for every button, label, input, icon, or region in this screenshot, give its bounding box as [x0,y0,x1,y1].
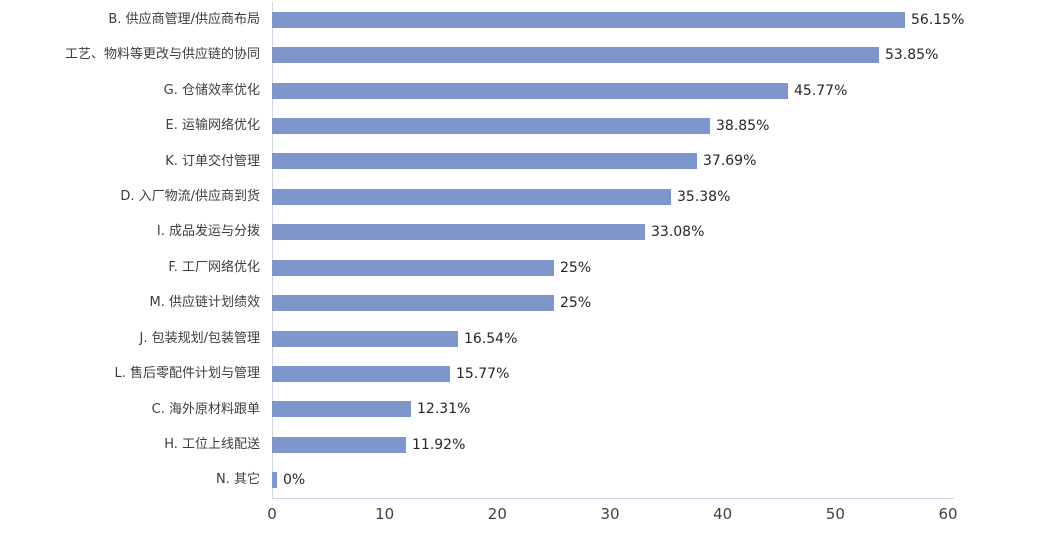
bar [272,47,879,64]
category-label: L. 售后零配件计划与管理 [114,366,260,382]
bar-row: F. 工厂网络优化 25% [0,250,1056,285]
y-axis-line [272,2,273,498]
bar [272,330,458,347]
bar-row: H. 工位上线配送 11.92% [0,427,1056,462]
x-tick-label: 40 [713,505,733,523]
category-label: K. 订单交付管理 [165,153,260,169]
bar-track: 33.08% [272,224,1056,241]
bar-track: 53.85% [272,47,1056,64]
bar [272,82,788,99]
value-label: 35.38% [677,188,731,205]
bar-track: 15.77% [272,365,1056,382]
value-label: 25% [560,295,592,312]
bar [272,224,645,241]
category-label: J. 包装规划/包装管理 [139,330,260,346]
bar-row: J. 包装规划/包装管理 16.54% [0,321,1056,356]
value-label: 56.15% [911,11,965,28]
x-tick-label: 10 [375,505,395,523]
bar-track: 25% [272,295,1056,312]
bar [272,259,554,276]
category-label: 工艺、物料等更改与供应链的协同 [64,47,260,63]
category-label: C. 海外原材料跟单 [151,401,260,417]
bar-rows: B. 供应商管理/供应商布局 56.15% 工艺、物料等更改与供应链的协同 53.85… [0,2,1056,498]
value-label: 0% [283,472,306,489]
category-label: M. 供应链计划绩效 [149,295,260,311]
bar-row: 工艺、物料等更改与供应链的协同 53.85% [0,37,1056,72]
category-label: D. 入厂物流/供应商到货 [120,189,260,205]
value-label: 38.85% [716,117,770,134]
bar-row: B. 供应商管理/供应商布局 56.15% [0,2,1056,37]
bar-track: 0% [272,472,1056,489]
bar-row: L. 售后零配件计划与管理 15.77% [0,356,1056,391]
value-label: 53.85% [885,47,939,64]
category-label: B. 供应商管理/供应商布局 [108,11,260,27]
bar-track: 38.85% [272,117,1056,134]
x-tick-label: 30 [600,505,620,523]
bar [272,153,697,170]
bar-row: K. 订单交付管理 37.69% [0,144,1056,179]
category-label: N. 其它 [216,472,260,488]
x-tick-label: 50 [825,505,845,523]
bar-track: 12.31% [272,401,1056,418]
bar [272,472,277,489]
bar-track: 25% [272,259,1056,276]
bar-row: G. 仓储效率优化 45.77% [0,73,1056,108]
category-label: G. 仓储效率优化 [163,82,260,98]
bar [272,11,905,28]
bar [272,401,411,418]
category-label: F. 工厂网络优化 [168,259,260,275]
category-label: I. 成品发运与分拨 [156,224,260,240]
category-label: H. 工位上线配送 [164,436,260,452]
value-label: 45.77% [794,82,848,99]
bar-row: D. 入厂物流/供应商到货 35.38% [0,179,1056,214]
bar-row: N. 其它 0% [0,462,1056,497]
bar [272,436,406,453]
x-tick-label: 60 [938,505,958,523]
x-tick-label: 0 [267,505,277,523]
x-axis-ticks: 0 10 20 30 40 50 60 [0,505,1056,527]
value-label: 25% [560,259,592,276]
bar [272,295,554,312]
bar-track: 11.92% [272,436,1056,453]
bar-row: C. 海外原材料跟单 12.31% [0,392,1056,427]
bar-row: E. 运输网络优化 38.85% [0,108,1056,143]
bar-row: I. 成品发运与分拨 33.08% [0,215,1056,250]
value-label: 11.92% [412,436,466,453]
bar-track: 45.77% [272,82,1056,99]
bar-track: 35.38% [272,188,1056,205]
x-axis-line [272,498,954,499]
bar [272,365,450,382]
value-label: 12.31% [417,401,471,418]
value-label: 16.54% [464,330,518,347]
bar [272,188,671,205]
value-label: 33.08% [651,224,705,241]
value-label: 15.77% [456,365,510,382]
bar-track: 56.15% [272,11,1056,28]
category-label: E. 运输网络优化 [165,118,260,134]
bar-track: 37.69% [272,153,1056,170]
bar [272,117,710,134]
bar-track: 16.54% [272,330,1056,347]
bar-row: M. 供应链计划绩效 25% [0,285,1056,320]
value-label: 37.69% [703,153,757,170]
x-tick-label: 20 [487,505,507,523]
